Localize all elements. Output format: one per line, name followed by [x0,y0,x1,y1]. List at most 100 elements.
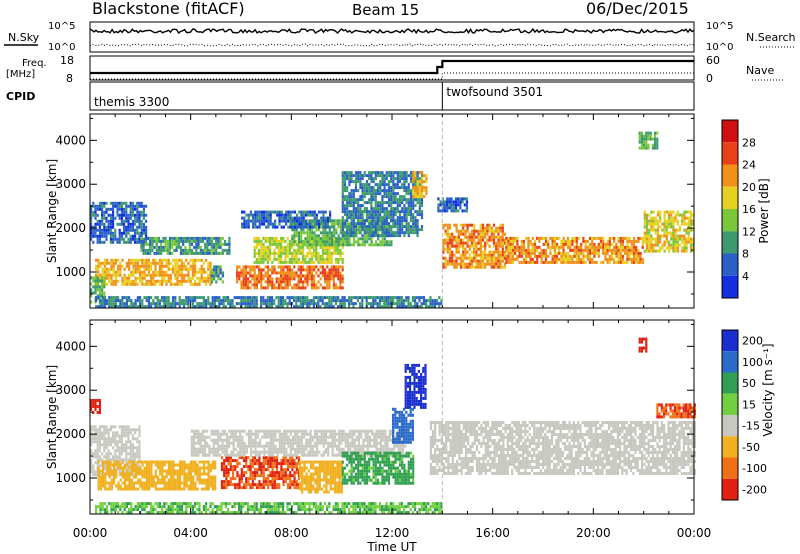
heatmap-cell [200,279,203,283]
heatmap-cell [114,431,117,435]
heatmap-cell [324,222,327,226]
heatmap-cell [268,302,271,306]
heatmap-cell [328,234,331,238]
heatmap-cell [394,183,397,187]
heatmap-cell [683,213,686,217]
heatmap-cell [98,207,101,211]
heatmap-cell [215,271,218,275]
heatmap-cell [562,245,565,249]
heatmap-cell [217,277,220,281]
heatmap-cell [665,240,668,244]
heatmap-cell [405,192,408,196]
heatmap-cell [139,478,142,482]
heatmap-cell [110,276,113,280]
heatmap-cell [468,262,471,266]
heatmap-cell [215,248,218,252]
heatmap-cell [191,305,194,309]
heatmap-cell [492,265,496,269]
heatmap-cell [640,137,643,141]
heatmap-cell [667,231,671,235]
heatmap-cell [96,213,99,217]
heatmap-cell [639,257,642,261]
heatmap-cell [313,283,316,287]
heatmap-cell [244,299,247,303]
heatmap-cell [103,296,106,300]
heatmap-cell [681,234,684,238]
heatmap-cell [206,242,209,246]
heatmap-cell [324,280,327,284]
heatmap-cell [405,231,408,235]
heatmap-cell [394,201,397,205]
heatmap-cell [172,466,175,470]
heatmap-cell [322,219,325,223]
heatmap-cell [107,222,110,226]
heatmap-cell [492,229,496,233]
heatmap-cell [604,242,607,246]
heatmap-cell [109,461,112,465]
heatmap-cell [654,237,657,241]
heatmap-cell [499,265,502,269]
heatmap-cell [359,222,362,226]
heatmap-cell [244,302,247,306]
heatmap-cell [134,469,138,473]
heatmap-cell [191,261,194,265]
heatmap-cell [499,238,502,242]
heatmap-cell [241,222,244,226]
heatmap-cell [363,174,366,178]
heatmap-cell [183,279,186,283]
heatmap-cell [120,237,123,241]
heatmap-cell [650,249,653,253]
heatmap-cell [409,189,413,193]
heatmap-cell [448,203,451,207]
heatmap-cell [560,239,563,243]
heatmap-cell [357,210,360,214]
heatmap-cell [161,481,164,485]
heatmap-cell [260,260,263,264]
heatmap-cell [165,487,168,491]
heatmap-cell [405,174,408,178]
heatmap-cell [412,195,415,199]
heatmap-cell [643,249,646,253]
heatmap-cell [269,277,272,281]
heatmap-cell [322,222,325,226]
heatmap-cell [179,236,183,240]
y-tick-label: 2000 [55,221,86,235]
heatmap-cell [492,244,496,248]
heatmap-cell [140,201,143,205]
cpid-panel [89,81,695,111]
heatmap-cell [106,267,109,271]
heatmap-cell [656,146,659,150]
heatmap-cell [302,248,305,252]
heatmap-cell [624,236,627,240]
heatmap-cell [103,305,106,309]
heatmap-cell [136,452,139,456]
heatmap-cell [142,210,145,214]
heatmap-cell [455,265,458,269]
heatmap-cell [538,236,541,240]
heatmap-cell [359,213,362,217]
heatmap-cell [525,248,528,252]
heatmap-cell [116,446,119,450]
heatmap-cell [450,203,453,207]
heatmap-cell [130,466,133,470]
heatmap-cell [136,299,139,303]
heatmap-cell [266,305,269,309]
heatmap-cell [648,249,651,253]
heatmap-cell [101,240,104,244]
heatmap-cell [468,253,471,257]
heatmap-cell [326,234,329,238]
heatmap-cell [141,270,144,274]
heatmap-cell [420,302,423,306]
heatmap-cell [341,219,344,223]
heatmap-cell [302,243,305,247]
heatmap-cell [313,265,316,269]
heatmap-cell [112,267,115,271]
heatmap-cell [396,231,399,235]
heatmap-cell [407,207,410,211]
heatmap-cell [297,277,300,281]
heatmap-cell [121,302,124,306]
heatmap-cell [520,254,523,258]
heatmap-cell [254,210,257,214]
heatmap-cell [350,296,353,300]
heatmap-cell [317,280,320,284]
